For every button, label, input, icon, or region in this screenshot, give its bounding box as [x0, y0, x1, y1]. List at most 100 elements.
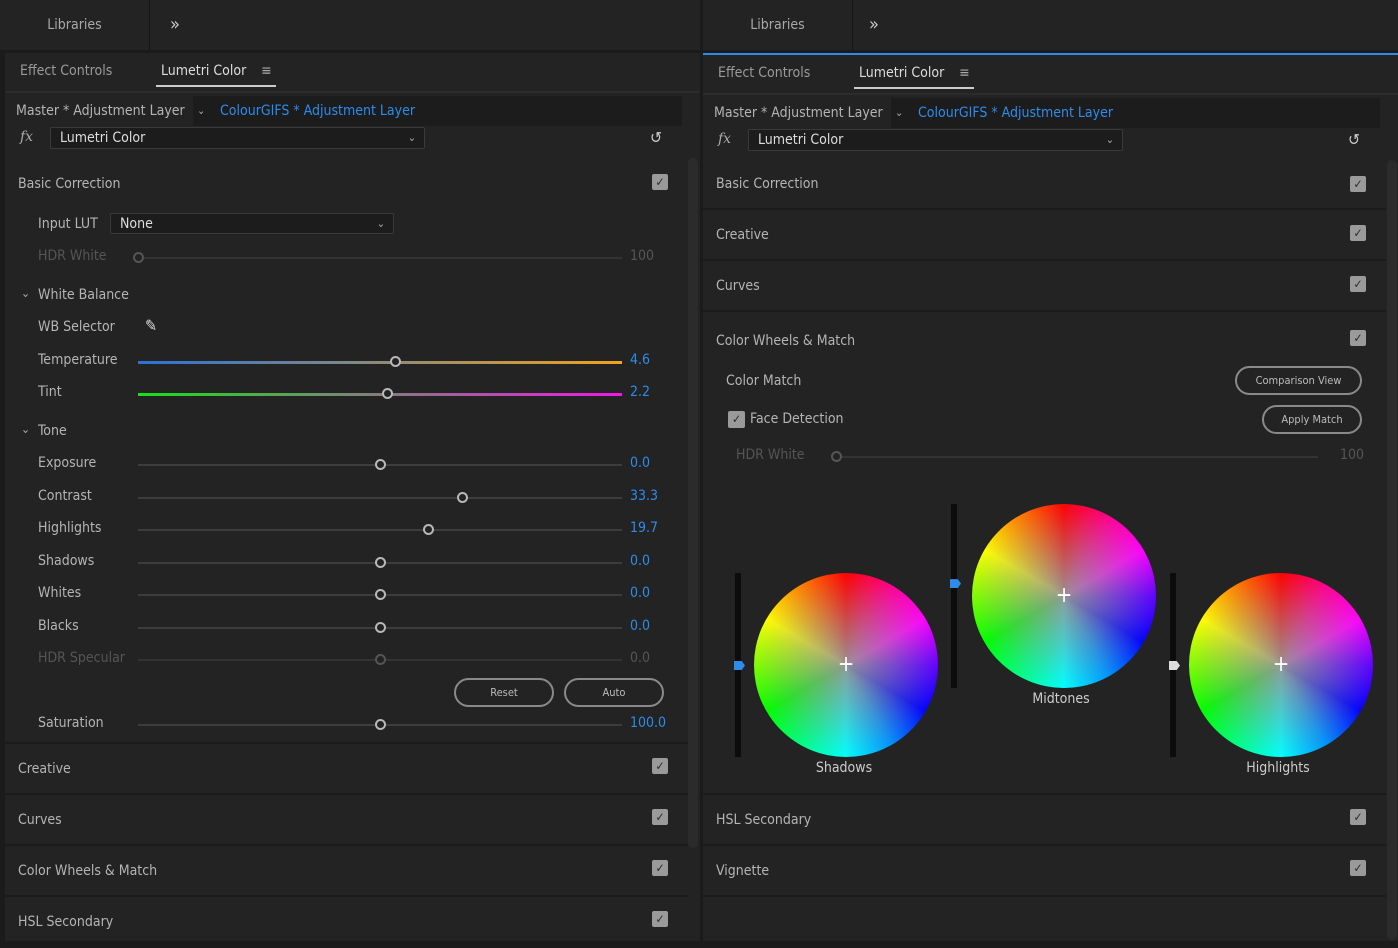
- tab-libraries[interactable]: Libraries: [703, 0, 853, 50]
- section-vignette[interactable]: Vignette ✓: [703, 846, 1386, 897]
- slider-track[interactable]: [138, 356, 622, 367]
- chevron-down-icon[interactable]: ⌄: [197, 104, 206, 117]
- tab-lumetri-color[interactable]: Lumetri Color: [156, 63, 277, 87]
- section-color-wheels[interactable]: Color Wheels & Match ✓: [5, 846, 688, 897]
- face-detection-checkbox[interactable]: ✓: [728, 411, 745, 428]
- slider-track[interactable]: [138, 459, 622, 470]
- slider-value[interactable]: 0.0: [630, 650, 651, 666]
- section-enable-checkbox[interactable]: ✓: [652, 860, 668, 876]
- section-creative[interactable]: Creative ✓: [703, 210, 1386, 261]
- slider-handle[interactable]: [1169, 661, 1180, 670]
- eyedropper-icon[interactable]: ✎: [145, 316, 158, 335]
- fx-icon[interactable]: fx: [718, 131, 732, 147]
- slider-track[interactable]: [138, 589, 622, 600]
- active-clip-link[interactable]: ColourGIFS * Adjustment Layer: [220, 103, 416, 119]
- section-enable-checkbox[interactable]: ✓: [652, 809, 668, 825]
- input-lut-select[interactable]: None ⌄: [110, 213, 394, 234]
- panel-menu-icon[interactable]: ≡: [261, 63, 272, 79]
- reset-effect-icon[interactable]: ↺: [1348, 130, 1361, 149]
- slider-handle[interactable]: [734, 661, 745, 670]
- slider-track[interactable]: [133, 252, 622, 263]
- shadows-color-wheel[interactable]: +: [754, 573, 938, 757]
- white-balance-heading[interactable]: White Balance: [38, 287, 129, 303]
- master-clip-label[interactable]: Master * Adjustment Layer: [714, 105, 883, 121]
- midtones-luma-slider[interactable]: [950, 504, 961, 688]
- slider-handle[interactable]: [423, 524, 435, 535]
- slider-track[interactable]: [138, 388, 622, 399]
- fx-icon[interactable]: fx: [20, 129, 34, 145]
- slider-value[interactable]: 4.6: [630, 352, 651, 368]
- apply-match-button[interactable]: Apply Match: [1262, 405, 1362, 434]
- slider-value[interactable]: 100: [1340, 447, 1365, 463]
- slider-value[interactable]: 100: [630, 248, 655, 264]
- midtones-color-wheel[interactable]: +: [972, 504, 1156, 688]
- section-enable-checkbox[interactable]: ✓: [652, 174, 668, 190]
- double-chevron-right-icon[interactable]: »: [170, 14, 180, 35]
- slider-handle[interactable]: [831, 451, 842, 462]
- comparison-view-button[interactable]: Comparison View: [1235, 366, 1362, 395]
- scrollbar[interactable]: [688, 158, 698, 848]
- tab-effect-controls[interactable]: Effect Controls: [718, 65, 811, 81]
- auto-button[interactable]: Auto: [564, 678, 664, 707]
- master-clip-label[interactable]: Master * Adjustment Layer: [16, 103, 185, 119]
- section-enable-checkbox[interactable]: ✓: [1350, 176, 1366, 192]
- slider-value[interactable]: 0.0: [630, 455, 651, 471]
- crosshair-icon[interactable]: +: [837, 652, 855, 677]
- slider-value[interactable]: 2.2: [630, 384, 651, 400]
- highlights-color-wheel[interactable]: +: [1189, 573, 1373, 757]
- section-hsl-secondary[interactable]: HSL Secondary ✓: [5, 897, 688, 948]
- scrollbar[interactable]: [1387, 160, 1397, 940]
- shadows-luma-slider[interactable]: [734, 573, 745, 757]
- slider-track[interactable]: [138, 557, 622, 568]
- section-curves[interactable]: Curves ✓: [5, 795, 688, 846]
- chevron-down-icon[interactable]: ⌄: [21, 422, 31, 436]
- effect-select[interactable]: Lumetri Color ⌄: [748, 129, 1123, 151]
- slider-track[interactable]: [138, 492, 622, 503]
- slider-handle[interactable]: [382, 388, 394, 399]
- slider-handle[interactable]: [375, 459, 386, 470]
- section-enable-checkbox[interactable]: ✓: [1350, 330, 1366, 346]
- tab-effect-controls[interactable]: Effect Controls: [20, 63, 113, 79]
- slider-value[interactable]: 0.0: [630, 618, 651, 634]
- slider-handle[interactable]: [133, 252, 144, 263]
- slider-value[interactable]: 100.0: [630, 715, 667, 731]
- slider-value[interactable]: 33.3: [630, 488, 659, 504]
- section-curves[interactable]: Curves ✓: [703, 261, 1386, 312]
- slider-handle[interactable]: [375, 589, 386, 600]
- active-clip-link[interactable]: ColourGIFS * Adjustment Layer: [918, 105, 1114, 121]
- tab-lumetri-color[interactable]: Lumetri Color: [854, 65, 975, 89]
- slider-value[interactable]: 19.7: [630, 520, 659, 536]
- slider-track[interactable]: [831, 451, 1318, 462]
- slider-handle[interactable]: [389, 356, 401, 367]
- section-enable-checkbox[interactable]: ✓: [652, 758, 668, 774]
- slider-handle[interactable]: [457, 492, 469, 503]
- slider-track[interactable]: [138, 524, 622, 535]
- highlights-luma-slider[interactable]: [1169, 573, 1180, 757]
- slider-track[interactable]: [138, 654, 622, 665]
- section-creative[interactable]: Creative ✓: [5, 744, 688, 795]
- crosshair-icon[interactable]: +: [1272, 652, 1290, 677]
- section-title[interactable]: Color Wheels & Match: [716, 333, 856, 349]
- section-title[interactable]: Basic Correction: [18, 176, 121, 192]
- slider-handle[interactable]: [375, 622, 386, 633]
- section-enable-checkbox[interactable]: ✓: [1350, 276, 1366, 292]
- slider-handle[interactable]: [950, 579, 961, 589]
- slider-value[interactable]: 0.0: [630, 585, 651, 601]
- slider-handle[interactable]: [375, 719, 386, 730]
- section-enable-checkbox[interactable]: ✓: [1350, 225, 1366, 241]
- section-enable-checkbox[interactable]: ✓: [1350, 860, 1366, 876]
- chevron-down-icon[interactable]: ⌄: [895, 106, 904, 119]
- panel-menu-icon[interactable]: ≡: [959, 65, 970, 81]
- tone-heading[interactable]: Tone: [38, 423, 67, 439]
- crosshair-icon[interactable]: +: [1055, 583, 1073, 608]
- reset-effect-icon[interactable]: ↺: [650, 128, 663, 147]
- reset-button[interactable]: Reset: [454, 678, 554, 707]
- effect-select[interactable]: Lumetri Color ⌄: [50, 127, 425, 149]
- slider-value[interactable]: 0.0: [630, 553, 651, 569]
- tab-libraries[interactable]: Libraries: [0, 0, 150, 50]
- chevron-down-icon[interactable]: ⌄: [21, 286, 31, 300]
- slider-handle[interactable]: [375, 557, 386, 568]
- section-enable-checkbox[interactable]: ✓: [652, 911, 668, 927]
- slider-track[interactable]: [138, 622, 622, 633]
- double-chevron-right-icon[interactable]: »: [869, 14, 879, 35]
